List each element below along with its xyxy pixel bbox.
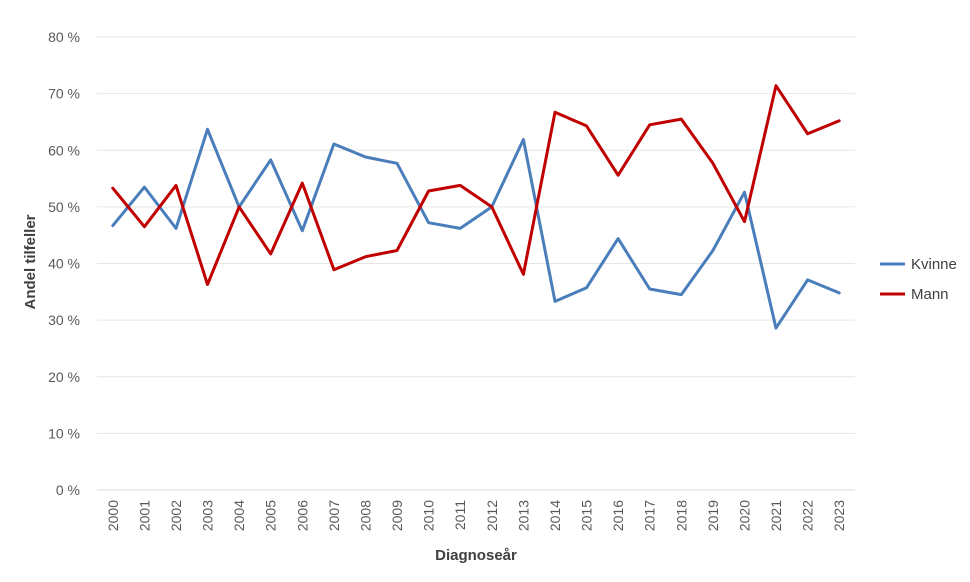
legend: Kvinne Mann [880, 256, 957, 303]
x-tick-label: 2017 [642, 500, 658, 531]
y-tick-label: 70 % [48, 86, 80, 102]
x-tick-label: 2018 [673, 500, 689, 531]
series-lines [111, 84, 841, 330]
y-tick-label: 50 % [48, 199, 80, 215]
x-tick-label: 2009 [389, 500, 405, 531]
x-tick-label: 2005 [263, 500, 279, 531]
x-tick-label: 2020 [736, 500, 752, 531]
y-tick-label: 30 % [48, 312, 80, 328]
x-tick-label: 2011 [452, 500, 468, 530]
y-axis-title: Andel tilfeller [22, 214, 39, 309]
x-tick-label: 2014 [547, 500, 563, 531]
x-tick-label: 2008 [357, 500, 373, 531]
x-tick-label: 2012 [484, 500, 500, 531]
x-tick-label: 2002 [168, 500, 184, 531]
y-tick-label: 60 % [48, 142, 80, 158]
series-line-mann [111, 84, 841, 286]
legend-label-kvinne: Kvinne [911, 256, 957, 273]
y-tick-label: 80 % [48, 29, 80, 45]
x-tick-label: 2016 [610, 500, 626, 531]
gridlines [97, 36, 855, 491]
x-tick-label: 2019 [705, 500, 721, 531]
x-axis-title: Diagnoseår [435, 547, 517, 564]
y-tick-label: 0 % [56, 482, 80, 498]
legend-label-mann: Mann [911, 286, 949, 303]
x-tick-label: 2004 [231, 500, 247, 531]
y-tick-label: 10 % [48, 425, 80, 441]
x-tick-label: 2022 [800, 500, 816, 531]
x-tick-label: 2015 [579, 500, 595, 531]
x-tick-label: 2021 [768, 500, 784, 531]
y-axis-tick-labels: 0 % 10 % 20 % 30 % 40 % 50 % 60 % 70 % 80 % [48, 29, 80, 498]
y-tick-label: 40 % [48, 256, 80, 272]
x-axis-tick-labels: 2000 2001 2002 2003 2004 2005 2006 2007 2008 2009… [105, 500, 847, 531]
y-tick-label: 20 % [48, 369, 80, 385]
x-tick-label: 2013 [515, 500, 531, 531]
x-tick-label: 2003 [200, 500, 216, 531]
x-tick-label: 2006 [294, 500, 310, 531]
series-line-kvinne [111, 127, 841, 330]
x-tick-label: 2007 [326, 500, 342, 531]
x-tick-label: 2023 [831, 500, 847, 531]
x-tick-label: 2001 [136, 500, 152, 531]
x-tick-label: 2010 [421, 500, 437, 531]
x-tick-label: 2000 [105, 500, 121, 531]
